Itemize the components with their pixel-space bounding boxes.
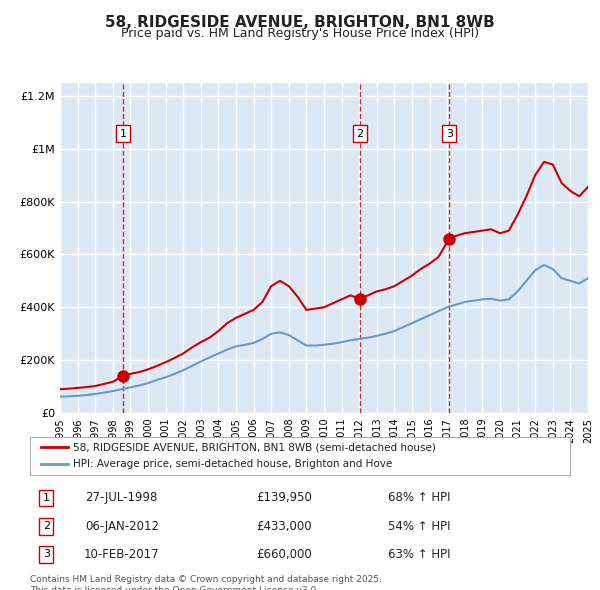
Text: 58, RIDGESIDE AVENUE, BRIGHTON, BN1 8WB (semi-detached house): 58, RIDGESIDE AVENUE, BRIGHTON, BN1 8WB … [73,442,436,453]
Text: 3: 3 [43,549,50,559]
Text: 10-FEB-2017: 10-FEB-2017 [84,548,160,561]
Text: Contains HM Land Registry data © Crown copyright and database right 2025.
This d: Contains HM Land Registry data © Crown c… [30,575,382,590]
Text: 06-JAN-2012: 06-JAN-2012 [85,520,159,533]
Text: 27-JUL-1998: 27-JUL-1998 [86,491,158,504]
Text: £660,000: £660,000 [256,548,311,561]
Text: 2: 2 [356,129,363,139]
Text: 68% ↑ HPI: 68% ↑ HPI [388,491,450,504]
Text: 54% ↑ HPI: 54% ↑ HPI [388,520,450,533]
Text: £433,000: £433,000 [256,520,311,533]
Text: 1: 1 [43,493,50,503]
Text: £139,950: £139,950 [256,491,312,504]
Text: 2: 2 [43,521,50,531]
Text: 58, RIDGESIDE AVENUE, BRIGHTON, BN1 8WB: 58, RIDGESIDE AVENUE, BRIGHTON, BN1 8WB [105,15,495,30]
Text: Price paid vs. HM Land Registry's House Price Index (HPI): Price paid vs. HM Land Registry's House … [121,27,479,40]
Text: 63% ↑ HPI: 63% ↑ HPI [388,548,450,561]
Text: 3: 3 [446,129,453,139]
Text: HPI: Average price, semi-detached house, Brighton and Hove: HPI: Average price, semi-detached house,… [73,459,392,469]
Text: 1: 1 [119,129,127,139]
